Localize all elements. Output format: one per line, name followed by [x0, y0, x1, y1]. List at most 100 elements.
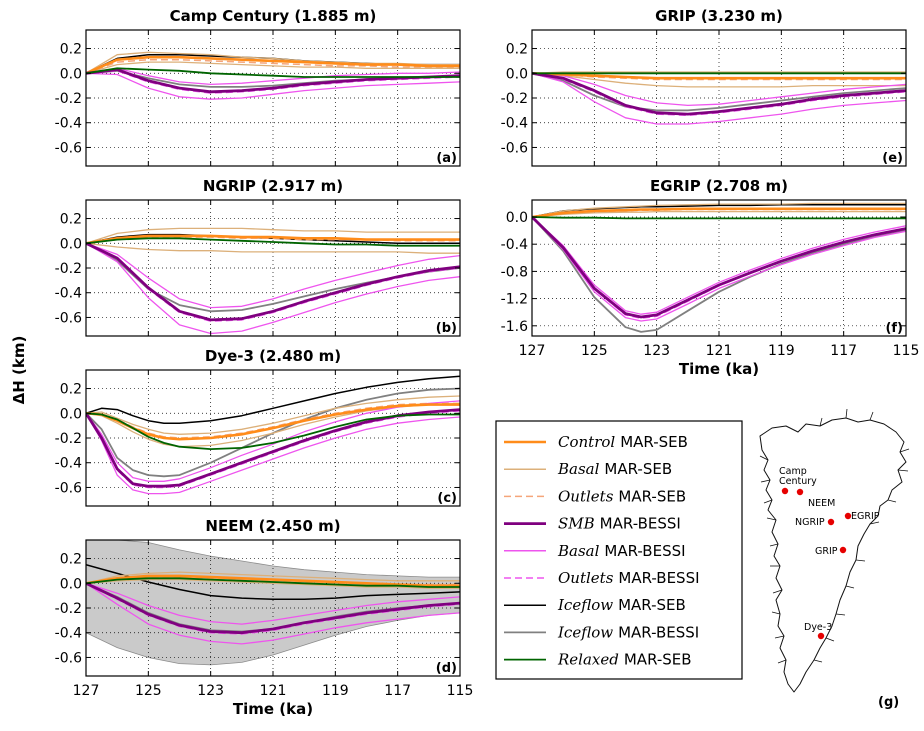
x-tick-label: 115	[893, 343, 920, 359]
site-label: Dye-3	[804, 622, 832, 633]
legend-label-italic: Outlets	[558, 487, 614, 505]
coast-detail	[835, 613, 846, 616]
panel-f: 0.0 -0.4 -0.8 -1.2 -1.6 127 125 123 121 119 117 115…	[501, 177, 920, 378]
panel-title: GRIP (3.230 m)	[655, 7, 783, 25]
coast-detail	[760, 479, 771, 483]
coast-detail	[771, 611, 781, 615]
site-marker-egrip: EGRIP	[844, 511, 880, 522]
series-line-basal-mar-bessi	[86, 582, 460, 645]
legend-label-suffix: MAR-SEB	[618, 596, 686, 614]
series-line-basal-mar-bessi	[532, 216, 906, 322]
series-line-control-mar-seb	[532, 72, 906, 80]
series-line-basal-mar-bessi	[532, 216, 906, 315]
site-dot	[839, 546, 847, 554]
legend-item: Outlets MAR-SEB	[504, 487, 686, 505]
legend-item: Control MAR-SEB	[504, 433, 688, 451]
panel-d: 0.2 0.0 -0.2 -0.4 -0.6 127 125 123 121 119 117 115 N…	[55, 517, 474, 718]
legend-box	[495, 420, 743, 680]
x-tick-label: 115	[447, 683, 474, 699]
coast-detail	[897, 469, 909, 472]
legend-label-italic: Iceflow	[557, 623, 613, 641]
coast-detail	[769, 543, 779, 547]
series-line-relaxed-mar-seb	[86, 412, 460, 451]
coast-detail	[899, 448, 910, 453]
x-tick-label: 123	[197, 683, 224, 699]
y-tick-label: -1.2	[501, 292, 528, 308]
legend-label-italic: Outlets	[558, 569, 614, 587]
legend-label-suffix: MAR-SEB	[620, 433, 688, 451]
coast-detail	[813, 659, 823, 663]
coast-detail	[825, 637, 835, 642]
greenland-coastline	[759, 417, 907, 693]
series-line-iceflow-mar-seb	[86, 375, 460, 424]
y-tick-label: -0.8	[501, 264, 528, 280]
x-tick-label: 117	[384, 683, 411, 699]
series-line-basal-mar-seb	[86, 402, 460, 448]
coast-detail	[766, 517, 777, 521]
legend-label: Basal MAR-BESSI	[557, 542, 686, 560]
site-marker-grip: GRIP	[815, 546, 847, 557]
x-tick-label: 121	[706, 343, 733, 359]
series-line-control-mar-seb	[86, 55, 460, 75]
panel-label: (c)	[437, 491, 457, 506]
panel-label: (e)	[882, 151, 903, 166]
series-line-basal-mar-bessi	[86, 412, 460, 495]
panel-a: 0.2 0.0 -0.2 -0.4 -0.6 Camp Century (1.885 m)…	[55, 7, 461, 167]
coast-detail	[772, 589, 783, 594]
series-line-basal-mar-bessi	[532, 72, 906, 125]
y-tick-label: -0.2	[55, 431, 82, 447]
legend-label: Relaxed MAR-SEB	[557, 651, 692, 669]
series-line-iceflow-mar-seb	[86, 563, 460, 601]
panel-c: 0.2 0.0 -0.2 -0.4 -0.6 Dye-3 (2.480 m) (c)	[55, 347, 461, 507]
site-dot	[781, 487, 789, 495]
site-label: EGRIP	[851, 511, 880, 522]
y-tick-label: 0.0	[60, 576, 82, 592]
y-tick-label: -0.4	[55, 286, 82, 302]
series-line-basal-mar-seb	[86, 578, 460, 589]
y-tick-label: 0.2	[60, 552, 82, 568]
coast-detail	[759, 455, 769, 461]
panel-title: NGRIP (2.917 m)	[203, 177, 343, 195]
x-tick-label: 125	[135, 683, 162, 699]
series-line-control-mar-seb	[532, 207, 906, 219]
series-line-smb-mar-bessi	[86, 582, 460, 635]
legend-label: Control MAR-SEB	[558, 433, 688, 451]
series-line-basal-mar-bessi	[86, 582, 460, 625]
x-axis-label: Time (ka)	[679, 360, 759, 378]
series-line-smb-mar-bessi	[86, 242, 460, 322]
x-tick-label: 117	[830, 343, 857, 359]
panel-b: 0.2 0.0 -0.2 -0.4 -0.6 NGRIP (2.917 m) (b)	[55, 177, 461, 337]
legend-label-suffix: MAR-SEB	[624, 651, 692, 669]
series-line-basal-mar-seb	[86, 227, 460, 244]
x-tick-label: 123	[643, 343, 670, 359]
series-line-control-mar-seb	[86, 234, 460, 245]
series-line-relaxed-mar-seb	[532, 216, 906, 220]
series-line-smb-mar-bessi	[532, 71, 906, 116]
x-tick-label: 125	[581, 343, 608, 359]
series-line-basal-mar-seb	[532, 71, 906, 74]
panel-title: NEEM (2.450 m)	[205, 517, 340, 535]
series-line-basal-mar-seb	[86, 571, 460, 584]
y-tick-label: -1.6	[501, 319, 528, 335]
x-tick-label: 119	[322, 683, 349, 699]
legend-label: SMB MAR-BESSI	[558, 515, 681, 533]
y-tick-label: -0.4	[55, 626, 82, 642]
series-line-outlets-mar-seb	[86, 58, 460, 75]
legend-label: Outlets MAR-BESSI	[558, 569, 700, 587]
legend-label-suffix: MAR-BESSI	[600, 515, 681, 533]
uncertainty-band	[86, 540, 460, 666]
y-tick-label: -0.2	[55, 91, 82, 107]
series-line-basal-mar-bessi	[86, 242, 460, 335]
panel-title: Camp Century (1.885 m)	[170, 7, 377, 25]
y-tick-label: 0.0	[506, 210, 528, 226]
series-line-basal-mar-seb	[532, 202, 906, 218]
panel-e: 0.2 0.0 -0.2 -0.4 -0.6 GRIP (3.230 m) (e)	[501, 7, 907, 167]
site-label: NGRIP	[795, 517, 825, 528]
legend-item: Basal MAR-SEB	[504, 460, 672, 478]
y-tick-label: -0.6	[55, 650, 82, 666]
site-label: Century	[779, 476, 817, 487]
y-tick-label: 0.0	[506, 66, 528, 82]
